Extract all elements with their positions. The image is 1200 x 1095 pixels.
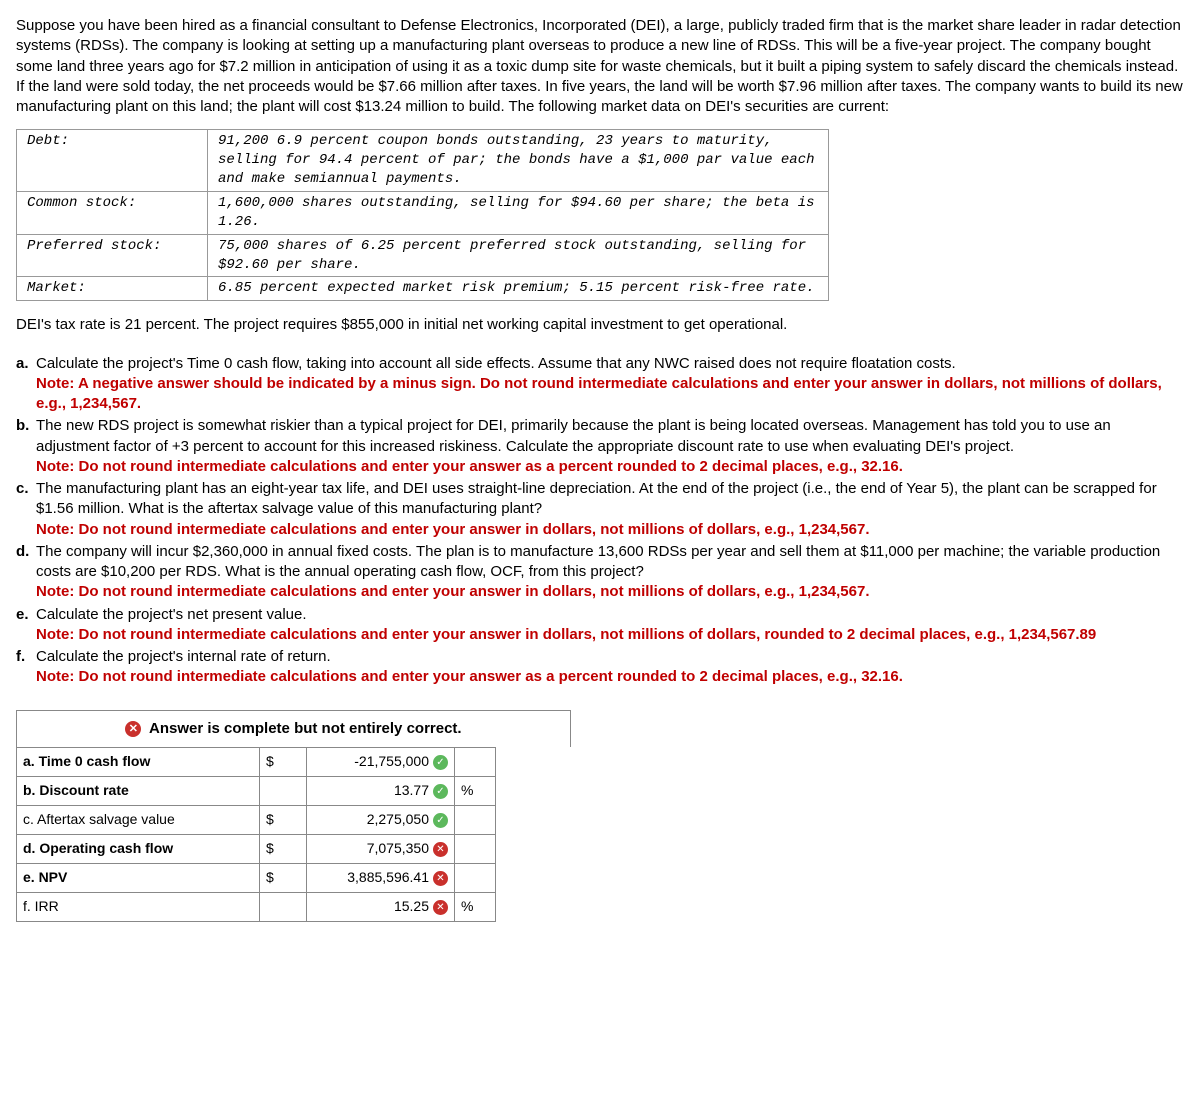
- question-item: c.The manufacturing plant has an eight-y…: [16, 479, 1184, 540]
- question-item: a.Calculate the project's Time 0 cash fl…: [16, 354, 1184, 415]
- answer-value[interactable]: 7,075,350✕: [307, 834, 455, 863]
- answer-currency: $: [260, 747, 307, 776]
- question-text: The new RDS project is somewhat riskier …: [36, 416, 1184, 457]
- securities-row: Debt:91,200 6.9 percent coupon bonds out…: [17, 130, 829, 192]
- answer-currency: [260, 892, 307, 921]
- question-letter: d.: [16, 542, 36, 603]
- question-body: The new RDS project is somewhat riskier …: [36, 416, 1184, 477]
- question-note: Note: Do not round intermediate calculat…: [36, 520, 1184, 540]
- question-note: Note: Do not round intermediate calculat…: [36, 457, 1184, 477]
- securities-value: 1,600,000 shares outstanding, selling fo…: [208, 191, 829, 234]
- answer-unit: %: [455, 892, 496, 921]
- cross-icon: ✕: [433, 900, 448, 915]
- answer-unit: [455, 805, 496, 834]
- answer-value[interactable]: 2,275,050✓: [307, 805, 455, 834]
- answer-row: d. Operating cash flow$7,075,350✕: [17, 834, 496, 863]
- answer-currency: [260, 776, 307, 805]
- check-icon: ✓: [433, 755, 448, 770]
- answer-value[interactable]: -21,755,000✓: [307, 747, 455, 776]
- question-item: d.The company will incur $2,360,000 in a…: [16, 542, 1184, 603]
- answer-value[interactable]: 15.25✕: [307, 892, 455, 921]
- question-item: e.Calculate the project's net present va…: [16, 605, 1184, 646]
- securities-label: Preferred stock:: [17, 234, 208, 277]
- answer-label: e. NPV: [17, 863, 260, 892]
- question-letter: b.: [16, 416, 36, 477]
- question-item: b.The new RDS project is somewhat riskie…: [16, 416, 1184, 477]
- answer-label: d. Operating cash flow: [17, 834, 260, 863]
- question-text: Calculate the project's net present valu…: [36, 605, 1184, 625]
- tax-line: DEI's tax rate is 21 percent. The projec…: [16, 315, 1184, 335]
- answer-label: c. Aftertax salvage value: [17, 805, 260, 834]
- question-letter: a.: [16, 354, 36, 415]
- answer-label: a. Time 0 cash flow: [17, 747, 260, 776]
- question-note: Note: Do not round intermediate calculat…: [36, 625, 1184, 645]
- securities-row: Preferred stock:75,000 shares of 6.25 pe…: [17, 234, 829, 277]
- question-letter: e.: [16, 605, 36, 646]
- answers-table: a. Time 0 cash flow$-21,755,000✓b. Disco…: [16, 747, 496, 922]
- question-letter: f.: [16, 647, 36, 688]
- answer-value[interactable]: 13.77✓: [307, 776, 455, 805]
- answer-currency: $: [260, 834, 307, 863]
- answer-row: a. Time 0 cash flow$-21,755,000✓: [17, 747, 496, 776]
- question-note: Note: A negative answer should be indica…: [36, 374, 1184, 415]
- answer-row: b. Discount rate 13.77✓%: [17, 776, 496, 805]
- securities-value: 6.85 percent expected market risk premiu…: [208, 277, 829, 301]
- question-text: Calculate the project's internal rate of…: [36, 647, 1184, 667]
- answer-unit: %: [455, 776, 496, 805]
- securities-label: Common stock:: [17, 191, 208, 234]
- question-body: The manufacturing plant has an eight-yea…: [36, 479, 1184, 540]
- answer-row: e. NPV$3,885,596.41✕: [17, 863, 496, 892]
- answer-unit: [455, 834, 496, 863]
- securities-table: Debt:91,200 6.9 percent coupon bonds out…: [16, 129, 829, 301]
- answer-row: c. Aftertax salvage value$2,275,050✓: [17, 805, 496, 834]
- check-icon: ✓: [433, 784, 448, 799]
- question-text: The company will incur $2,360,000 in ann…: [36, 542, 1184, 583]
- question-body: Calculate the project's net present valu…: [36, 605, 1184, 646]
- answer-header: ✕ Answer is complete but not entirely co…: [16, 710, 571, 747]
- answer-header-text: Answer is complete but not entirely corr…: [149, 720, 462, 737]
- question-note: Note: Do not round intermediate calculat…: [36, 667, 1184, 687]
- cross-icon: ✕: [433, 871, 448, 886]
- answer-box: ✕ Answer is complete but not entirely co…: [16, 710, 571, 922]
- cross-icon: ✕: [433, 842, 448, 857]
- question-text: The manufacturing plant has an eight-yea…: [36, 479, 1184, 520]
- securities-value: 75,000 shares of 6.25 percent preferred …: [208, 234, 829, 277]
- securities-value: 91,200 6.9 percent coupon bonds outstand…: [208, 130, 829, 192]
- answer-unit: [455, 863, 496, 892]
- question-letter: c.: [16, 479, 36, 540]
- answer-row: f. IRR 15.25✕%: [17, 892, 496, 921]
- securities-row: Market:6.85 percent expected market risk…: [17, 277, 829, 301]
- check-icon: ✓: [433, 813, 448, 828]
- answer-currency: $: [260, 863, 307, 892]
- securities-row: Common stock:1,600,000 shares outstandin…: [17, 191, 829, 234]
- questions-block: a.Calculate the project's Time 0 cash fl…: [16, 354, 1184, 688]
- question-item: f.Calculate the project's internal rate …: [16, 647, 1184, 688]
- answer-currency: $: [260, 805, 307, 834]
- question-note: Note: Do not round intermediate calculat…: [36, 582, 1184, 602]
- securities-label: Market:: [17, 277, 208, 301]
- question-body: Calculate the project's Time 0 cash flow…: [36, 354, 1184, 415]
- question-body: Calculate the project's internal rate of…: [36, 647, 1184, 688]
- answer-label: b. Discount rate: [17, 776, 260, 805]
- securities-label: Debt:: [17, 130, 208, 192]
- answer-value[interactable]: 3,885,596.41✕: [307, 863, 455, 892]
- answer-unit: [455, 747, 496, 776]
- answer-label: f. IRR: [17, 892, 260, 921]
- question-body: The company will incur $2,360,000 in ann…: [36, 542, 1184, 603]
- question-text: Calculate the project's Time 0 cash flow…: [36, 354, 1184, 374]
- cross-icon: ✕: [125, 721, 141, 737]
- problem-intro: Suppose you have been hired as a financi…: [16, 16, 1184, 117]
